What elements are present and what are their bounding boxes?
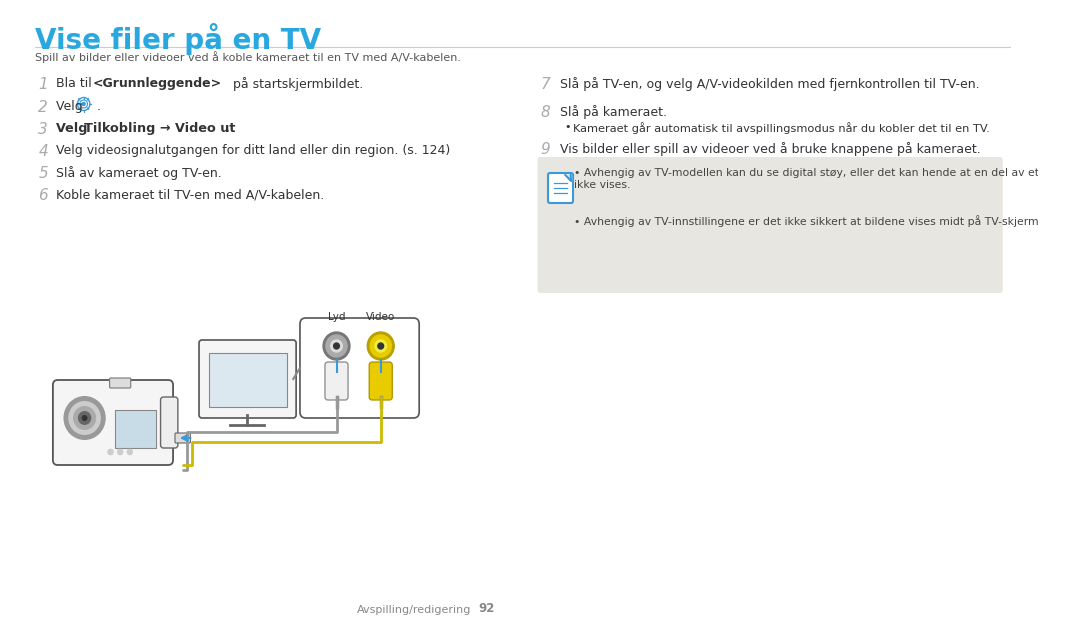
Circle shape <box>64 396 106 440</box>
Text: Bla til: Bla til <box>56 77 95 90</box>
Text: 6: 6 <box>38 188 49 203</box>
FancyBboxPatch shape <box>325 362 348 400</box>
FancyBboxPatch shape <box>208 353 286 407</box>
Text: 8: 8 <box>540 105 550 120</box>
Text: • Avhengig av TV-innstillingene er det ikke sikkert at bildene vises midt på TV-: • Avhengig av TV-innstillingene er det i… <box>573 215 1055 227</box>
Circle shape <box>78 411 92 425</box>
Text: Spill av bilder eller videoer ved å koble kameraet til en TV med A/V-kabelen.: Spill av bilder eller videoer ved å kobl… <box>35 51 460 63</box>
Text: • Avhengig av TV-modellen kan du se digital støy, eller det kan hende at en del : • Avhengig av TV-modellen kan du se digi… <box>573 168 1069 190</box>
Circle shape <box>370 335 391 357</box>
Text: 3: 3 <box>38 122 49 137</box>
Text: 4: 4 <box>38 144 49 159</box>
Text: 92: 92 <box>478 602 495 615</box>
Text: •: • <box>565 122 571 132</box>
Text: 5: 5 <box>38 166 49 181</box>
Circle shape <box>68 401 100 435</box>
Text: 1: 1 <box>38 77 49 92</box>
Circle shape <box>82 415 87 421</box>
Circle shape <box>378 343 383 349</box>
Circle shape <box>334 343 339 349</box>
Text: Lyd: Lyd <box>327 312 346 322</box>
Circle shape <box>323 332 350 360</box>
Circle shape <box>108 449 113 455</box>
Text: .: . <box>96 100 100 113</box>
Circle shape <box>73 406 96 430</box>
Text: Slå på TV-en, og velg A/V-videokilden med fjernkontrollen til TV-en.: Slå på TV-en, og velg A/V-videokilden me… <box>559 77 980 91</box>
FancyBboxPatch shape <box>161 397 178 448</box>
Text: 7: 7 <box>540 77 550 92</box>
Text: Velg: Velg <box>56 122 92 135</box>
Text: på startskjermbildet.: på startskjermbildet. <box>229 77 363 91</box>
Circle shape <box>330 340 342 352</box>
Circle shape <box>326 335 347 357</box>
Text: 9: 9 <box>540 142 550 157</box>
FancyBboxPatch shape <box>53 380 173 465</box>
Text: Avspilling/redigering: Avspilling/redigering <box>356 605 471 615</box>
FancyBboxPatch shape <box>109 378 131 388</box>
Text: Vise filer på en TV: Vise filer på en TV <box>35 23 321 55</box>
Polygon shape <box>565 175 571 181</box>
Text: <Grunnleggende>: <Grunnleggende> <box>92 77 221 90</box>
FancyBboxPatch shape <box>538 157 1002 293</box>
Text: Video: Video <box>366 312 395 322</box>
Text: Kameraet går automatisk til avspillingsmodus når du kobler det til en TV.: Kameraet går automatisk til avspillingsm… <box>573 122 989 134</box>
FancyBboxPatch shape <box>548 173 573 203</box>
Circle shape <box>367 332 394 360</box>
Circle shape <box>127 449 133 455</box>
Text: Koble kameraet til TV-en med A/V-kabelen.: Koble kameraet til TV-en med A/V-kabelen… <box>56 188 324 201</box>
FancyBboxPatch shape <box>175 433 190 443</box>
FancyBboxPatch shape <box>369 362 392 400</box>
FancyBboxPatch shape <box>199 340 296 418</box>
Text: Slå på kameraet.: Slå på kameraet. <box>559 105 666 119</box>
Text: Tilkobling → Video ut: Tilkobling → Video ut <box>83 122 235 135</box>
Text: Slå av kameraet og TV-en.: Slå av kameraet og TV-en. <box>56 166 221 180</box>
Circle shape <box>375 340 387 352</box>
Text: 2: 2 <box>38 100 49 115</box>
FancyBboxPatch shape <box>116 410 156 448</box>
Text: Velg videosignalutgangen for ditt land eller din region. (s. 124): Velg videosignalutgangen for ditt land e… <box>56 144 450 157</box>
FancyBboxPatch shape <box>300 318 419 418</box>
Circle shape <box>82 103 85 105</box>
Circle shape <box>118 449 123 455</box>
Text: .: . <box>225 122 230 135</box>
Text: Velg: Velg <box>56 100 86 113</box>
Text: Vis bilder eller spill av videoer ved å bruke knappene på kameraet.: Vis bilder eller spill av videoer ved å … <box>559 142 981 156</box>
